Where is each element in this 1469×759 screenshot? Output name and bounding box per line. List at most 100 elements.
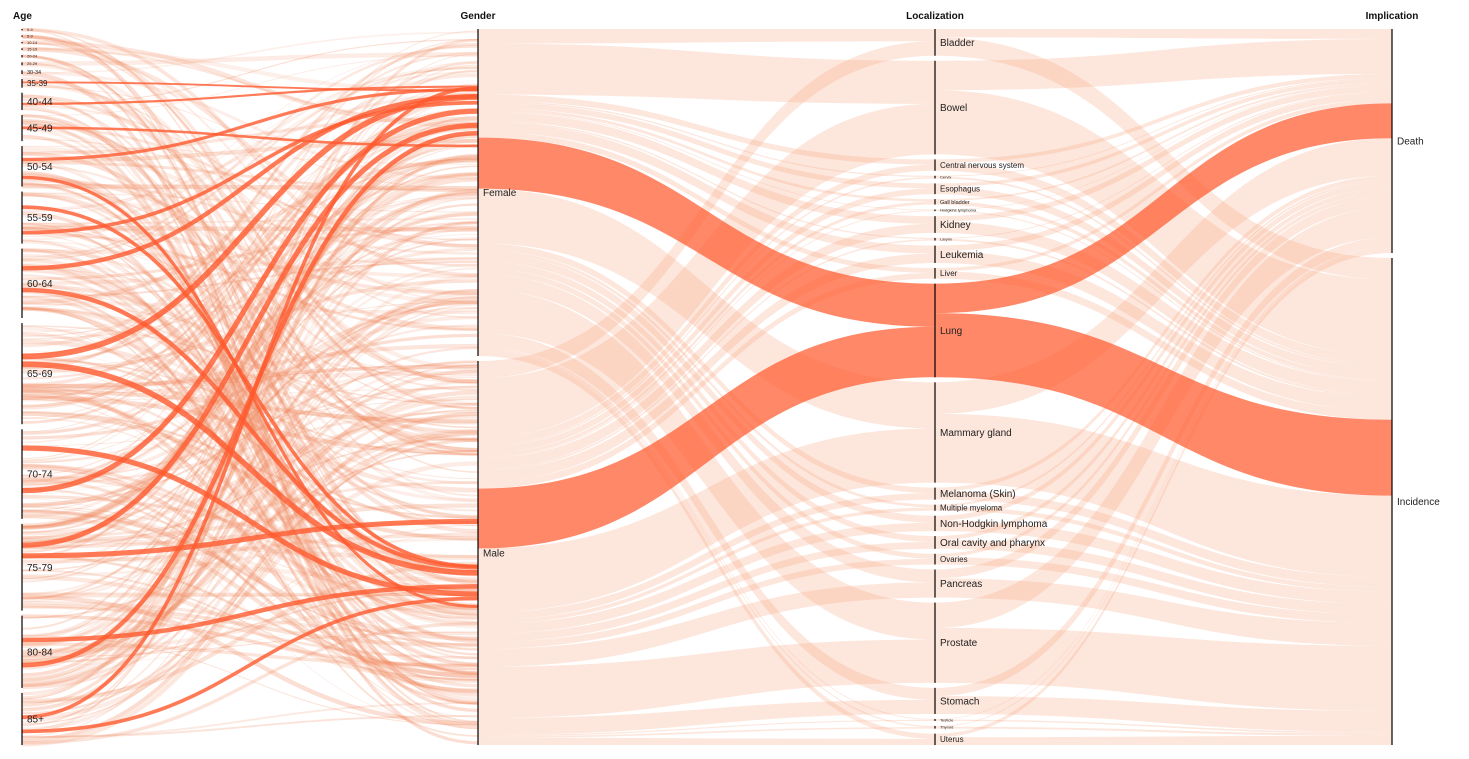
localization-implication-flow xyxy=(935,247,1392,727)
gender-localization-flow xyxy=(478,188,935,454)
age-gender-flow xyxy=(21,42,479,385)
age-gender-flow xyxy=(21,38,479,460)
node-label: Liver xyxy=(940,269,958,278)
age-gender-flow xyxy=(21,324,479,506)
gender-localization-flow xyxy=(478,177,935,447)
age-gender-flow xyxy=(21,538,479,561)
age-gender-flow xyxy=(21,385,479,480)
age-gender-flow xyxy=(21,268,479,376)
dimension-title-age: Age xyxy=(13,11,32,22)
node-label: Thyroid xyxy=(940,725,953,730)
age-gender-flow xyxy=(21,222,479,296)
node-label: Death xyxy=(1397,136,1424,147)
gender-localization-flow xyxy=(478,493,935,621)
age-gender-flow xyxy=(21,428,479,655)
age-gender-flow-highlight xyxy=(21,85,479,105)
age-gender-flow xyxy=(21,223,479,674)
localization-implication-flow xyxy=(935,162,1392,365)
localization-implication-flow xyxy=(935,520,1392,605)
age-gender-flow xyxy=(21,97,479,407)
age-gender-flow xyxy=(21,51,479,357)
age-gender-flow xyxy=(21,411,479,541)
age-gender-flow xyxy=(21,30,479,491)
axes-layer: Age 0-4 5-910-14 15-19 20-24 25-29 30-34 35-39 4… xyxy=(13,11,1440,745)
node-label: 70-74 xyxy=(27,470,53,481)
node-label: Female xyxy=(483,188,517,199)
age-gender-flow xyxy=(21,164,479,392)
age-gender-flow xyxy=(21,409,479,572)
age-gender-flow xyxy=(21,121,479,441)
node-label: Hodgkins lymphoma xyxy=(940,208,977,213)
node-label: Kidney xyxy=(940,220,971,231)
dimension-title-localization: Localization xyxy=(906,11,964,22)
node-label: Esophagus xyxy=(940,185,980,194)
age-gender-flow xyxy=(21,478,479,692)
age-gender-flow xyxy=(21,370,479,389)
age-gender-flow xyxy=(21,39,479,106)
flow-layer xyxy=(21,27,1392,747)
node-label: 5-9 xyxy=(27,34,34,39)
age-gender-flow-highlight xyxy=(21,81,479,92)
age-gender-flow xyxy=(21,385,479,529)
age-gender-flow xyxy=(21,183,479,191)
node-label: Non-Hodgkin lymphoma xyxy=(940,519,1048,530)
age-gender-flow xyxy=(21,635,479,726)
node-label: 50-54 xyxy=(27,162,53,173)
age-gender-flow xyxy=(21,410,479,486)
age-gender-flow xyxy=(21,108,479,419)
age-gender-flow xyxy=(21,46,479,249)
age-gender-flow xyxy=(21,221,479,656)
localization-implication-flow xyxy=(935,85,1392,211)
age-gender-flow-highlight xyxy=(21,94,479,271)
age-gender-flow xyxy=(21,172,479,531)
age-gender-flow xyxy=(21,350,479,541)
node-label: Mammary gland xyxy=(940,428,1012,439)
age-gender-flow xyxy=(21,83,479,642)
age-gender-flow xyxy=(21,306,479,676)
localization-implication-flow xyxy=(935,99,1392,272)
age-gender-flow xyxy=(21,157,479,364)
age-gender-flow xyxy=(21,105,479,730)
age-gender-flow xyxy=(21,307,479,443)
age-gender-flow xyxy=(21,182,479,409)
node-label: Stomach xyxy=(940,696,979,707)
age-gender-flow-highlight xyxy=(21,584,479,643)
age-gender-flow xyxy=(21,212,479,530)
age-gender-flow xyxy=(21,138,479,241)
localization-implication-flow xyxy=(935,78,1392,177)
gender-localization-flow xyxy=(478,94,935,165)
localization-implication-flow xyxy=(935,138,1392,414)
localization-implication-flow-highlight xyxy=(935,313,1392,496)
age-gender-flow xyxy=(21,622,479,745)
age-gender-flow xyxy=(21,603,479,648)
localization-implication-flow xyxy=(935,248,1392,738)
node-label: Larynx xyxy=(940,237,952,242)
node-label: 45-49 xyxy=(27,124,53,135)
localization-implication-flow xyxy=(935,180,1392,507)
age-gender-flow xyxy=(21,226,479,281)
node-label: 75-79 xyxy=(27,563,53,574)
age-gender-flow xyxy=(21,274,479,651)
node-label: 40-44 xyxy=(27,97,53,108)
age-gender-flow xyxy=(21,594,479,726)
age-gender-flow xyxy=(21,260,479,298)
age-gender-flow xyxy=(21,38,479,700)
gender-localization-flow xyxy=(478,29,935,44)
age-gender-flow xyxy=(21,145,479,165)
age-gender-flow xyxy=(21,65,479,230)
age-gender-flow xyxy=(21,325,479,405)
age-gender-flow xyxy=(21,430,479,747)
age-gender-flow xyxy=(21,43,479,370)
age-gender-flow xyxy=(21,92,479,212)
age-gender-flow xyxy=(21,487,479,682)
gender-localization-flow xyxy=(478,107,935,202)
age-gender-flow xyxy=(21,509,479,641)
localization-implication-flow xyxy=(935,188,1392,541)
age-gender-flow xyxy=(21,121,479,400)
node-label: Oral cavity and pharynx xyxy=(940,538,1045,549)
age-gender-flow xyxy=(21,288,479,687)
age-gender-flow xyxy=(21,438,479,490)
age-gender-flow xyxy=(21,356,479,524)
age-gender-flow xyxy=(21,77,479,452)
age-gender-flow xyxy=(21,192,479,529)
